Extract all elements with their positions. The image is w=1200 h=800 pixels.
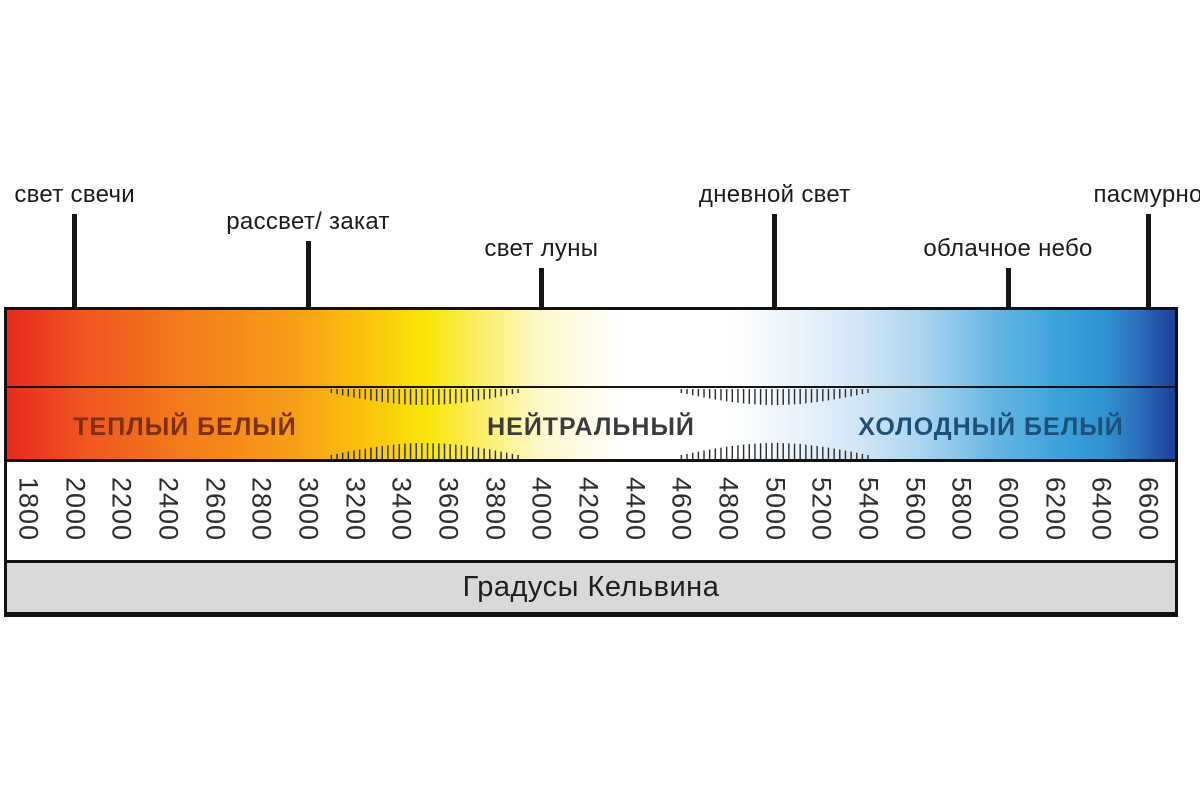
- marker-label: свет свечи: [14, 181, 135, 208]
- kelvin-tick-label: 3800: [480, 476, 511, 542]
- kelvin-tick-label: 6600: [1133, 476, 1164, 542]
- kelvin-tick-label: 3400: [386, 476, 417, 542]
- kelvin-tick-label: 2000: [60, 476, 91, 542]
- marker-label: облачное небо: [923, 235, 1093, 262]
- kelvin-tick-label: 4800: [713, 476, 744, 542]
- zone-label-warm-white: ТЕПЛЫЙ БЕЛЫЙ: [73, 413, 297, 441]
- kelvin-tick-label: 5600: [900, 476, 931, 542]
- kelvin-tick-label: 2800: [246, 476, 277, 542]
- kelvin-tick-label: 1800: [13, 476, 44, 542]
- kelvin-tick-label: 3600: [433, 476, 464, 542]
- kelvin-tick-label: 5200: [806, 476, 837, 542]
- kelvin-tick-label: 3000: [293, 476, 324, 542]
- kelvin-scale-box: [4, 462, 1178, 563]
- gradient-bar: ТЕПЛЫЙ БЕЛЫЙ НЕЙТРАЛЬНЫЙ ХОЛОДНЫЙ БЕЛЫЙ: [4, 307, 1178, 462]
- kelvin-tick-label: 5800: [946, 476, 977, 542]
- kelvin-tick-label: 6000: [993, 476, 1024, 542]
- kelvin-tick-label: 5000: [760, 476, 791, 542]
- kelvin-tick-label: 2600: [200, 476, 231, 542]
- kelvin-tick-label: 4200: [573, 476, 604, 542]
- zone-label-neutral: НЕЙТРАЛЬНЫЙ: [487, 413, 695, 441]
- marker-label: рассвет/ закат: [226, 208, 390, 235]
- kelvin-tick-label: 2200: [106, 476, 137, 542]
- bar-divider-line: [7, 386, 1175, 388]
- kelvin-tick-label: 4400: [620, 476, 651, 542]
- marker-label: дневной свет: [698, 181, 851, 208]
- axis-title-bar: Градусы Кельвина: [4, 563, 1178, 617]
- kelvin-tick-label: 6400: [1086, 476, 1117, 542]
- axis-title: Градусы Кельвина: [462, 571, 720, 603]
- kelvin-tick-label: 4000: [526, 476, 557, 542]
- marker-label: свет луны: [484, 235, 599, 262]
- kelvin-tick-label: 2400: [153, 476, 184, 542]
- marker-leader-line: [72, 214, 78, 347]
- marker-label: пасмурно: [1093, 181, 1200, 208]
- zone-label-cold-white: ХОЛОДНЫЙ БЕЛЫЙ: [858, 413, 1124, 441]
- marker-leader-line: [1145, 214, 1151, 347]
- marker-leader-line: [305, 241, 311, 347]
- kelvin-tick-label: 6200: [1040, 476, 1071, 542]
- kelvin-tick-label: 5400: [853, 476, 884, 542]
- marker-leader-line: [772, 214, 778, 347]
- kelvin-tick-label: 3200: [340, 476, 371, 542]
- kelvin-tick-label: 4600: [666, 476, 697, 542]
